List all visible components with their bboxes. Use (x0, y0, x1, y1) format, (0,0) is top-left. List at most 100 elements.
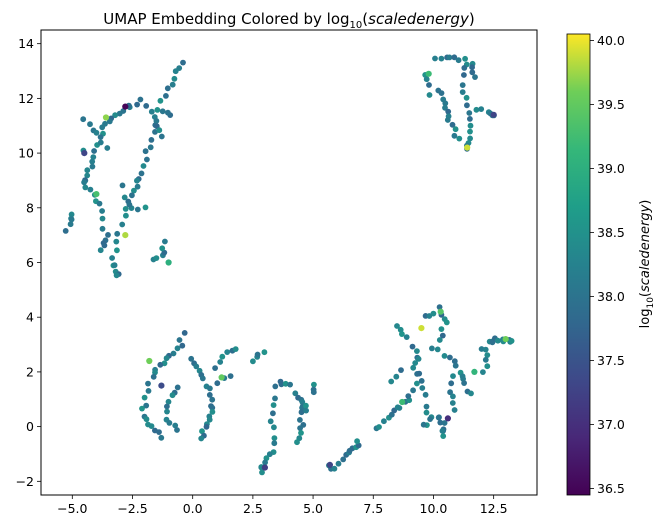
colorbar-tick-label: 37.0 (597, 417, 625, 432)
scatter-point (81, 179, 87, 186)
scatter-point (418, 378, 425, 384)
scatter-point (441, 353, 448, 359)
scatter-point (399, 331, 405, 337)
scatter-point-highlight (490, 111, 497, 118)
scatter-point (292, 390, 299, 397)
scatter-point (174, 384, 181, 391)
scatter-point (99, 208, 105, 214)
scatter-point (161, 249, 168, 256)
scatter-point (114, 230, 121, 237)
scatter-point (87, 121, 93, 128)
scatter-point (139, 405, 145, 412)
scatter-point (164, 408, 170, 415)
scatter-point (163, 355, 170, 362)
scatter-point (414, 348, 420, 354)
scatter-point-highlight (122, 103, 129, 110)
scatter-point (448, 380, 455, 387)
colorbar-label-sub: 10 (646, 297, 656, 309)
chart-title-close: ) (469, 10, 475, 28)
scatter-point-highlight (122, 232, 129, 239)
scatter-point (461, 72, 467, 78)
scatter-point (287, 381, 293, 388)
scatter-point (450, 393, 456, 400)
scatter-point (422, 391, 429, 398)
scatter-point-highlight (444, 415, 451, 422)
scatter-point (116, 110, 123, 117)
scatter-point (388, 411, 395, 418)
scatter-point (134, 177, 140, 184)
scatter-point (436, 337, 443, 343)
scatter-point-highlight (399, 398, 406, 406)
colorbar-tick-label: 38.0 (597, 289, 625, 304)
scatter-point (172, 68, 179, 75)
scatter-point (423, 76, 430, 83)
scatter-point (174, 345, 181, 352)
scatter-point (484, 352, 491, 358)
scatter-point (423, 403, 430, 410)
scatter-point (181, 330, 188, 336)
scatter-point (163, 93, 169, 99)
scatter-point (467, 122, 474, 129)
y-tick-label: 6 (26, 255, 34, 270)
colorbar-label-close: ) (638, 200, 653, 205)
scatter-point (310, 389, 317, 396)
scatter-point-highlight (418, 325, 425, 332)
scatter-point (452, 126, 459, 133)
colorbar (566, 33, 591, 496)
scatter-point (426, 82, 432, 88)
scatter-point (144, 156, 150, 163)
scatter-point (143, 416, 150, 423)
scatter-point (188, 355, 195, 362)
y-tick-label: 14 (18, 36, 34, 51)
scatter-point-highlight (425, 70, 432, 77)
scatter-point (68, 216, 75, 223)
scatter-point (455, 57, 462, 64)
scatter-point (158, 434, 165, 441)
x-axis: −5.0 −2.5 0.0 2.5 5.0 7.5 10.0 12.5 (57, 495, 508, 516)
scatter-point (443, 319, 450, 326)
scatter-point (409, 343, 416, 350)
scatter-point (104, 145, 111, 151)
scatter-point (126, 201, 133, 208)
scatter-point (111, 262, 118, 269)
scatter-point (148, 137, 155, 143)
scatter-point (80, 116, 87, 123)
scatter-point (254, 351, 261, 358)
scatter-point (209, 404, 216, 411)
scatter-point (209, 409, 216, 415)
scatter-point (446, 54, 453, 61)
scatter-point (199, 428, 205, 435)
x-tick-label: −5.0 (57, 501, 87, 516)
scatter-point (109, 255, 115, 261)
scatter-point (113, 272, 120, 279)
scatter-point (463, 94, 470, 101)
scatter-point (439, 332, 446, 339)
scatter-point (147, 144, 154, 151)
scatter-point (203, 423, 210, 430)
scatter-point (438, 55, 445, 62)
scatter-point (134, 206, 141, 213)
scatter-point (426, 92, 433, 98)
scatter-point (93, 129, 100, 136)
scatter-point (459, 89, 466, 95)
scatter-point (444, 117, 451, 123)
scatter-point (145, 388, 152, 394)
scatter-point (212, 365, 219, 371)
scatter-point (266, 451, 273, 458)
colorbar-label-open: ( (638, 292, 653, 297)
scatter-point (199, 375, 206, 382)
scatter-point (298, 430, 304, 436)
scatter-point (198, 435, 205, 442)
scatter-point (89, 158, 96, 165)
scatter-point (461, 65, 468, 71)
scatter-point (451, 132, 458, 139)
scatter-point (180, 59, 186, 66)
scatter-point (447, 354, 453, 361)
scatter-point (106, 118, 113, 125)
scatter-point (227, 373, 234, 379)
scatter-point (394, 323, 400, 329)
scatter-point (153, 118, 160, 124)
scatter-point (297, 417, 303, 423)
scatter-point (303, 402, 309, 409)
